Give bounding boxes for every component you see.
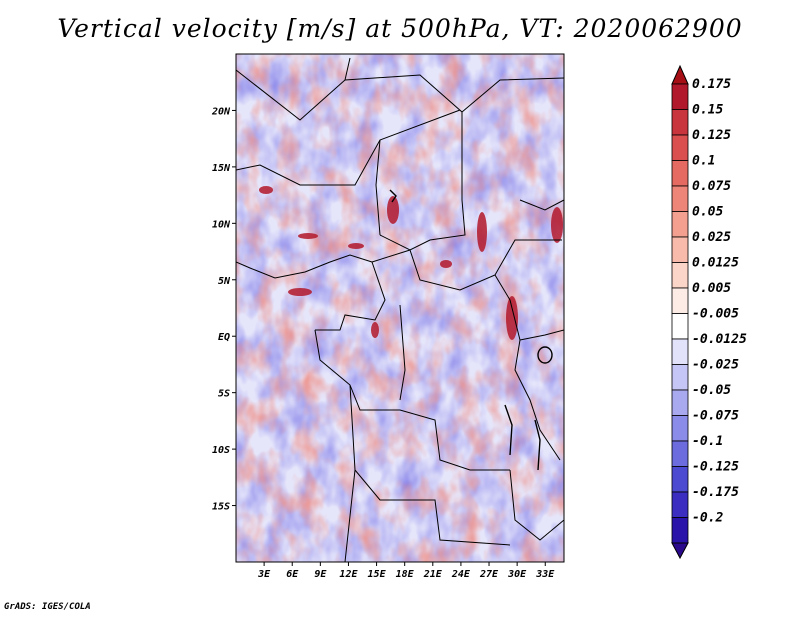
lat-tick-label: 5N [218,276,231,287]
colorbar-swatch [671,440,689,467]
lat-tick-label: EQ [218,332,230,343]
lat-tick-label: 15S [212,502,230,513]
colorbar-swatch [671,160,689,187]
country-borders [236,57,564,562]
colorbar-swatch [671,236,689,263]
lakes [389,189,553,471]
lon-tick-label: 24E [451,569,471,580]
colorbar-label: 0.025 [692,230,731,245]
colorbar-swatch [671,134,689,161]
colorbar-swatch [671,389,689,416]
colorbar-label: -0.025 [692,358,739,373]
lon-tick-label: 9E [314,569,327,580]
lat-tick-label: 10S [212,445,230,456]
colorbar-swatch [671,415,689,442]
colorbar-label: 0.0125 [692,256,739,271]
colorbar: 0.175 0.15 0.125 0.1 0.075 0.05 0.025 0.0125 0.0… [671,64,747,560]
lon-tick-label: 30E [507,569,527,580]
colorbar-label: -0.005 [692,307,739,322]
colorbar-top-arrow [671,64,689,85]
colorbar-swatch [671,185,689,212]
colorbar-swatch [671,338,689,365]
colorbar-label: -0.2 [692,511,723,526]
colorbar-swatch [671,517,689,544]
colorbar-bottom-arrow [671,542,689,560]
lon-tick-label: 18E [396,569,415,580]
lon-tick-label: 27E [479,569,499,580]
lon-tick-label: 6E [286,569,299,580]
lon-tick-label: 33E [535,569,555,580]
grads-credit: GrADS: IGES/COLA [4,602,91,612]
map-frame [235,53,565,563]
colorbar-swatch [671,491,689,518]
colorbar-swatch [671,287,689,314]
colorbar-label: -0.125 [692,460,739,475]
lat-tick-label: 15N [212,163,231,174]
lat-tick-label: 20N [211,106,231,117]
colorbar-label: -0.0125 [692,332,747,347]
colorbar-label: 0.05 [692,205,723,220]
colorbar-swatch [671,109,689,136]
colorbar-label: -0.175 [692,485,739,500]
colorbar-swatch [671,466,689,493]
lon-tick-label: 12E [339,569,358,580]
colorbar-label: 0.175 [692,77,731,92]
colorbar-swatch [671,83,689,110]
colorbar-label: 0.075 [692,179,731,194]
lat-tick-label: 5S [218,389,230,400]
colorbar-label: 0.15 [692,103,723,118]
latitude-axis: 20N 15N 10N 5N EQ 5S 10S 15S [211,106,236,513]
colorbar-swatch [671,313,689,340]
colorbar-label: -0.075 [692,409,739,424]
colorbar-label: 0.005 [692,281,731,296]
lon-tick-label: 15E [368,569,387,580]
longitude-axis: 3E 6E 9E 12E 15E 18E 21E 24E 27E 30E 33E [257,562,555,580]
updraft-cores [259,186,563,340]
lon-tick-label: 3E [257,569,271,580]
colorbar-label: -0.1 [692,434,723,449]
lon-tick-label: 21E [423,569,443,580]
colorbar-swatch [671,364,689,391]
colorbar-label: 0.1 [692,154,715,169]
colorbar-swatch [671,211,689,238]
colorbar-label: -0.05 [692,383,731,398]
velocity-field [236,54,564,562]
colorbar-swatch [671,262,689,289]
colorbar-label: 0.125 [692,128,731,143]
map-title: Vertical velocity [m/s] at 500hPa, VT: 2… [57,14,743,43]
lat-tick-label: 10N [212,219,231,230]
